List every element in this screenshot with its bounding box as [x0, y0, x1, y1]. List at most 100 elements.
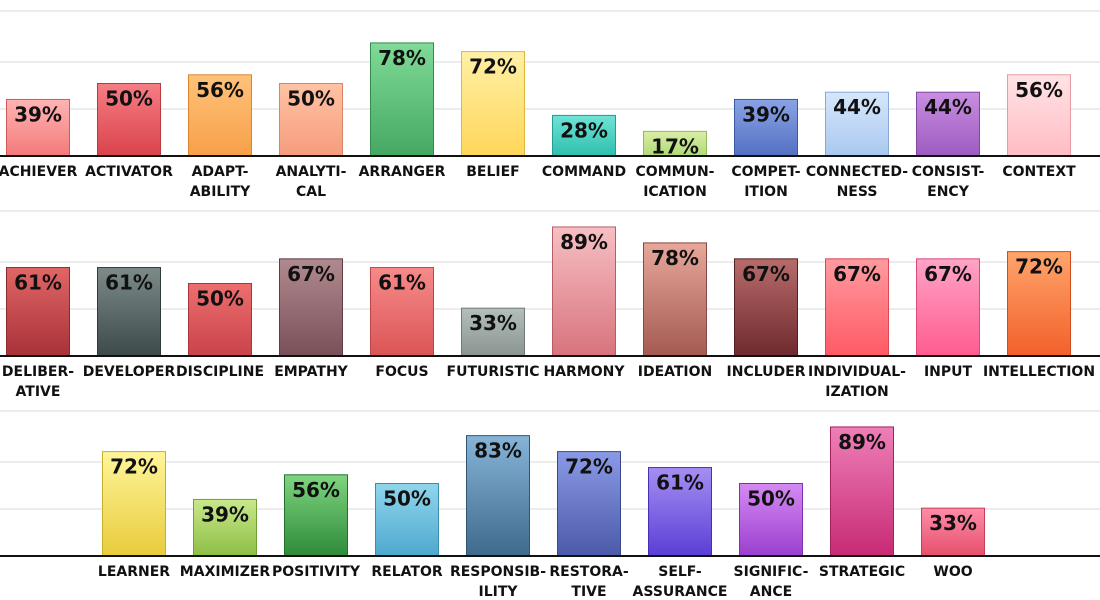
category-label: CONSIST-: [912, 164, 985, 180]
category-label: IDEATION: [638, 364, 713, 380]
value-label: 56%: [1015, 78, 1063, 102]
value-label: 89%: [560, 230, 608, 254]
category-label: ICATION: [643, 184, 707, 200]
value-label: 67%: [742, 262, 790, 286]
value-label: 39%: [14, 102, 62, 126]
category-label: RESPONSIB-: [450, 564, 546, 580]
category-label: FOCUS: [375, 364, 428, 380]
category-label: HARMONY: [543, 364, 625, 380]
value-label: 50%: [747, 487, 795, 511]
value-label: 50%: [383, 487, 431, 511]
value-label: 33%: [469, 311, 517, 335]
value-label: 56%: [292, 478, 340, 502]
category-label: COMMAND: [542, 164, 626, 180]
bar: [830, 426, 894, 557]
category-label: ILITY: [478, 584, 518, 600]
bar: [6, 98, 70, 157]
value-label: 17%: [651, 134, 699, 158]
chart-panel-2: 61% DELIBER- ATIVE 61% DEVELOPER 50% DISCIPLIN…: [0, 210, 1100, 400]
value-label: 72%: [1015, 255, 1063, 279]
bar: [552, 226, 616, 357]
category-label: ANALYTI-: [276, 164, 347, 180]
category-label: ENCY: [927, 184, 970, 200]
category-label: EMPATHY: [274, 364, 348, 380]
bar: [825, 258, 889, 357]
category-label: FUTURISTIC: [447, 364, 540, 380]
category-label: RESTORA-: [549, 564, 628, 580]
value-label: 83%: [474, 439, 522, 463]
category-label: NESS: [837, 184, 878, 200]
bar: [188, 283, 252, 357]
category-label: ABILITY: [190, 184, 251, 200]
value-label: 67%: [287, 262, 335, 286]
category-label: STRATEGIC: [819, 564, 905, 580]
bar: [279, 258, 343, 357]
category-label: INDIVIDUAL-: [808, 364, 906, 380]
value-label: 67%: [833, 262, 881, 286]
category-label: LEARNER: [98, 564, 170, 580]
category-label: INTELLECTION: [983, 364, 1095, 380]
category-label: ACHIEVER: [0, 164, 78, 180]
value-label: 39%: [742, 102, 790, 126]
value-label: 50%: [105, 87, 153, 111]
bar: [97, 83, 161, 157]
bar: [734, 258, 798, 357]
category-label: DELIBER-: [2, 364, 74, 380]
bar: [643, 242, 707, 357]
value-label: 61%: [14, 271, 62, 295]
bar: [466, 435, 530, 557]
category-label: ADAPT-: [192, 164, 249, 180]
bar: [643, 130, 707, 157]
value-label: 33%: [929, 511, 977, 535]
bar: [648, 467, 712, 557]
category-label: IZATION: [825, 384, 889, 400]
bar: [461, 307, 525, 357]
category-label: COMMUN-: [636, 164, 715, 180]
category-label: TIVE: [571, 584, 606, 600]
value-label: 44%: [924, 95, 972, 119]
bar: [1007, 251, 1071, 357]
chart-panel-1: 39% ACHIEVER 50% ACTIVATOR 56% ADAPT- ABILITY 5…: [0, 10, 1100, 200]
category-label: DISCIPLINE: [176, 364, 264, 380]
value-label: 50%: [287, 87, 335, 111]
value-label: 89%: [838, 430, 886, 454]
category-label: ANCE: [750, 584, 792, 600]
category-label: POSITIVITY: [272, 564, 361, 580]
bar: [825, 91, 889, 157]
bar: [552, 114, 616, 157]
value-label: 61%: [378, 271, 426, 295]
category-label: CONTEXT: [1002, 164, 1076, 180]
category-label: INPUT: [924, 364, 973, 380]
value-label: 56%: [196, 78, 244, 102]
category-label: CONNECTED-: [806, 164, 908, 180]
bar: [739, 483, 803, 557]
value-label: 44%: [833, 95, 881, 119]
category-label: INCLUDER: [727, 364, 806, 380]
category-label: ASSURANCE: [633, 584, 728, 600]
category-label: MAXIMIZER: [180, 564, 271, 580]
category-label: WOO: [933, 564, 972, 580]
bar: [734, 98, 798, 157]
bar: [284, 474, 348, 557]
category-label: SELF-: [658, 564, 702, 580]
value-label: 78%: [378, 46, 426, 70]
bar: [370, 267, 434, 357]
bar: [916, 258, 980, 357]
category-label: RELATOR: [371, 564, 442, 580]
value-label: 28%: [560, 118, 608, 142]
category-label: CAL: [296, 184, 326, 200]
bar: [1007, 74, 1071, 157]
value-label: 72%: [469, 55, 517, 79]
bar: [6, 267, 70, 357]
value-label: 72%: [565, 455, 613, 479]
category-label: SIGNIFIC-: [734, 564, 809, 580]
value-label: 67%: [924, 262, 972, 286]
bar: [375, 483, 439, 557]
category-label: ITION: [744, 184, 788, 200]
bar: [97, 267, 161, 357]
value-label: 78%: [651, 246, 699, 270]
bar: [188, 74, 252, 157]
value-label: 39%: [201, 502, 249, 526]
category-label: ARRANGER: [359, 164, 446, 180]
